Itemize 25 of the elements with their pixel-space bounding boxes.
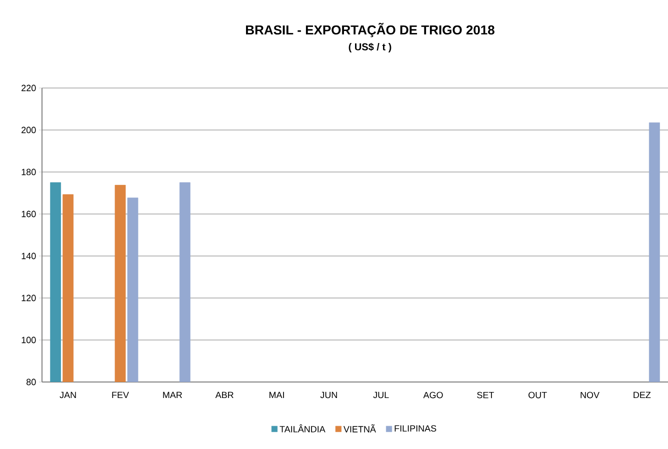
chart-subtitle: ( US$ / t )	[348, 42, 392, 52]
legend-label: VIETNÃ	[344, 424, 376, 432]
x-tick-label: NOV	[580, 392, 600, 398]
y-tick-label: 120	[22, 294, 36, 302]
x-tick-label: MAI	[269, 392, 284, 398]
y-tick-label: 80	[26, 378, 36, 386]
y-tick-label: 220	[22, 84, 36, 92]
chart-title: BRASIL - EXPORTAÇÃO DE TRIGO 2018	[246, 22, 494, 38]
x-tick-label: MAR	[163, 392, 182, 398]
x-tick-label: JAN	[60, 392, 76, 398]
y-tick-label: 100	[22, 336, 36, 344]
y-tick-label: 140	[22, 252, 36, 260]
y-tick-label: 160	[22, 210, 36, 218]
x-tick-label: AGO	[423, 392, 443, 398]
legend-label: FILIPINAS	[394, 425, 436, 432]
legend-label: TAILÂNDIA	[280, 424, 326, 432]
x-tick-label: JUN	[320, 392, 337, 398]
y-tick-label: 180	[22, 168, 36, 176]
x-tick-label: SET	[477, 392, 494, 398]
x-tick-label: JUL	[373, 392, 389, 398]
x-tick-label: OUT	[528, 392, 547, 398]
x-tick-label: DEZ	[634, 392, 651, 398]
y-tick-label: 200	[22, 126, 36, 134]
x-tick-label: FEV	[112, 392, 129, 398]
x-tick-label: ABR	[215, 392, 234, 398]
